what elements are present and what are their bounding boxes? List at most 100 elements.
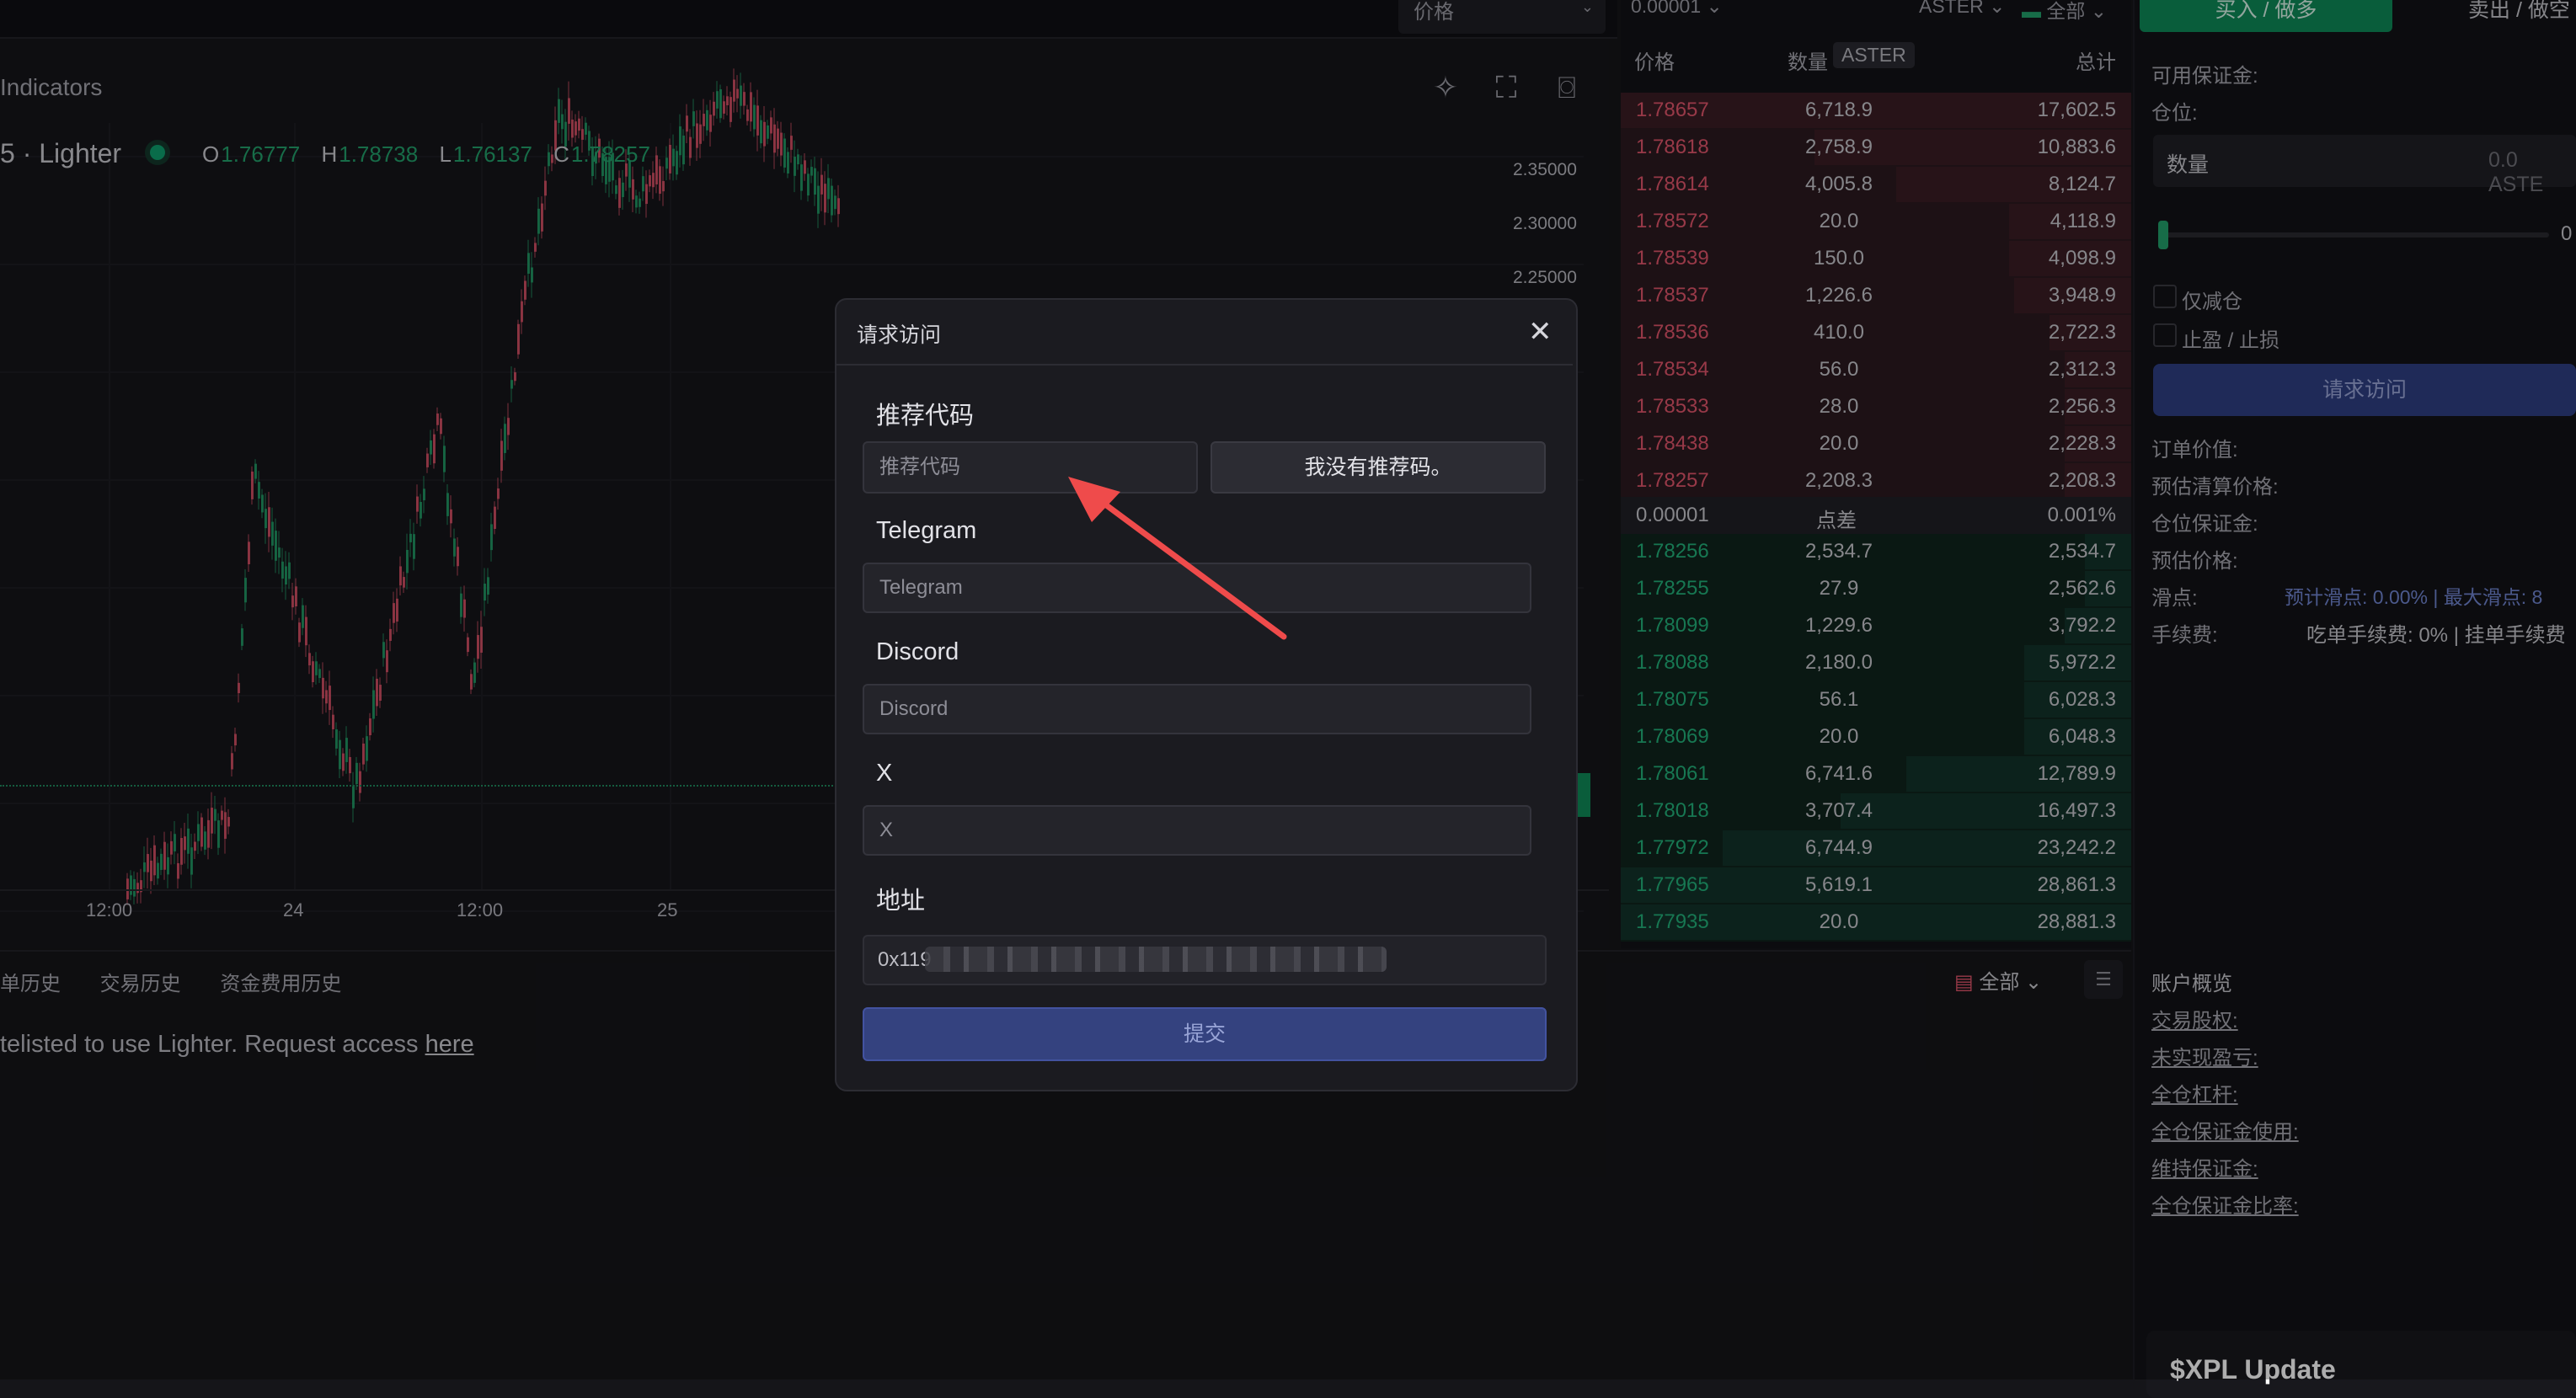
- ask-row[interactable]: 1.78533 28.0 2,256.3: [1621, 389, 2131, 426]
- bid-row[interactable]: 1.78075 56.1 6,028.3: [1621, 682, 2131, 719]
- ohlc-readout: O1.76777 H1.78738 L1.76137 C1.78257: [202, 141, 665, 168]
- referral-code-input[interactable]: [863, 441, 1198, 494]
- col-header-total: 总计: [2076, 51, 2116, 74]
- tab-funding-history[interactable]: 资金费用历史: [220, 973, 342, 995]
- bid-row[interactable]: 1.78255 27.9 2,562.6: [1621, 571, 2131, 608]
- ask-row[interactable]: 1.78536 410.0 2,722.3: [1621, 315, 2131, 352]
- depth-bar: [2065, 389, 2131, 424]
- slippage-values: 预计滑点: 0.00% | 最大滑点: 8: [2285, 586, 2543, 608]
- telegram-input[interactable]: [863, 563, 1531, 613]
- ask-row[interactable]: 1.78438 20.0 2,228.3: [1621, 426, 2131, 463]
- row-price: 1.78539: [1636, 247, 1709, 269]
- slider-handle[interactable]: [2158, 221, 2168, 249]
- account-link-leverage[interactable]: 全仓杠杆:: [2151, 1084, 2238, 1107]
- account-link-margin-usage[interactable]: 全仓保证金使用:: [2151, 1121, 2299, 1144]
- x-label: X: [876, 760, 893, 787]
- row-qty: 27.9: [1819, 577, 1859, 600]
- reduce-only-checkbox[interactable]: [2153, 285, 2177, 308]
- tab-trade-history[interactable]: 交易历史: [99, 973, 181, 995]
- indicators-button[interactable]: Indicators: [0, 74, 103, 100]
- slippage-label: 滑点:: [2151, 587, 2198, 610]
- buy-long-tab[interactable]: 买入 / 做多: [2140, 0, 2392, 32]
- camera-icon[interactable]: ⌼: [1558, 70, 1576, 104]
- symbol-select[interactable]: ASTER ⌄: [1919, 0, 2005, 18]
- bid-row[interactable]: 1.78061 6,741.6 12,789.9: [1621, 756, 2131, 793]
- tp-sl-checkbox[interactable]: [2153, 323, 2177, 347]
- no-referral-button[interactable]: 我没有推荐码。: [1211, 441, 1546, 494]
- x-tick-label: 12:00: [457, 899, 504, 920]
- account-link-unrealized-pnl[interactable]: 未实现盈亏:: [2151, 1047, 2258, 1070]
- low-value: 1.76137: [452, 141, 532, 167]
- depth-bar: [2065, 608, 2131, 643]
- spread-row: 0.00001 点差 0.001%: [1621, 497, 2131, 534]
- account-link-maint-margin[interactable]: 维持保证金:: [2151, 1158, 2258, 1181]
- x-tick-label: 24: [283, 899, 304, 920]
- request-access-button[interactable]: 请求访问: [2153, 364, 2576, 416]
- depth-bar: [1840, 793, 2131, 829]
- ask-row[interactable]: 1.78618 2,758.9 10,883.6: [1621, 130, 2131, 167]
- submit-button[interactable]: 提交: [863, 1007, 1547, 1061]
- row-qty: 2,208.3: [1804, 469, 1873, 492]
- reduce-only-label: 仅减仓: [2182, 291, 2242, 313]
- ask-row[interactable]: 1.78614 4,005.8 8,124.7: [1621, 167, 2131, 204]
- bid-row[interactable]: 1.78069 20.0 6,048.3: [1621, 719, 2131, 756]
- account-link-equity[interactable]: 交易股权:: [2151, 1010, 2238, 1032]
- ask-row[interactable]: 1.78257 2,208.3 2,208.3: [1621, 463, 2131, 500]
- ask-row[interactable]: 1.78539 150.0 4,098.9: [1621, 241, 2131, 278]
- side-filter-value: 全部: [2046, 0, 2086, 22]
- row-total: 6,048.3: [2048, 725, 2116, 748]
- depth-bar: [2050, 315, 2131, 350]
- price-select-label: 价格: [1414, 1, 1454, 24]
- leverage-slider-track[interactable]: [2162, 232, 2549, 237]
- account-link-margin-ratio[interactable]: 全仓保证金比率:: [2151, 1195, 2299, 1218]
- ask-row[interactable]: 1.78572 20.0 4,118.9: [1621, 204, 2131, 241]
- bid-row[interactable]: 1.78256 2,534.7 2,534.7: [1621, 534, 2131, 571]
- fullscreen-icon[interactable]: ⛶: [1495, 70, 1517, 104]
- low-label: L: [439, 141, 452, 167]
- close-icon[interactable]: ✕: [1528, 316, 1553, 348]
- magic-icon[interactable]: ✧: [1432, 70, 1459, 104]
- filter-icon[interactable]: ☰: [2084, 960, 2123, 999]
- row-price: 1.78099: [1636, 614, 1709, 637]
- ask-row[interactable]: 1.78537 1,226.6 3,948.9: [1621, 278, 2131, 315]
- bid-row[interactable]: 1.78088 2,180.0 5,972.2: [1621, 645, 2131, 682]
- row-price: 1.78618: [1636, 136, 1709, 158]
- tab-order-history[interactable]: 丁单历史: [0, 973, 61, 995]
- position-margin-label: 仓位保证金:: [2151, 513, 2258, 536]
- quantity-input[interactable]: [2153, 135, 2576, 187]
- row-total: 6,028.3: [2048, 688, 2116, 711]
- high-label: H: [321, 141, 338, 167]
- row-price: 1.78614: [1636, 173, 1709, 195]
- available-margin-label: 可用保证金:: [2151, 65, 2258, 88]
- y-tick-label: 2.35000: [1513, 160, 1577, 179]
- high-value: 1.78738: [339, 141, 419, 167]
- history-filter-select[interactable]: ▤ 全部 ⌄: [1954, 971, 2043, 994]
- bid-row[interactable]: 1.78018 3,707.4 16,497.3: [1621, 793, 2131, 830]
- x-tick-label: 25: [657, 899, 678, 920]
- row-total: 2,722.3: [2048, 321, 2116, 344]
- price-type-select[interactable]: 价格 ⌄: [1398, 0, 1606, 34]
- row-qty: 4,005.8: [1804, 173, 1873, 195]
- sell-short-tab[interactable]: 卖出 / 做空: [2468, 0, 2570, 22]
- depth-bar: [1621, 93, 2131, 128]
- side-filter-select[interactable]: ▬ 全部 ⌄: [2022, 0, 2108, 22]
- tick-size-select[interactable]: 0.00001 ⌄: [1631, 0, 1723, 18]
- bid-row[interactable]: 1.77935 20.0 28,881.3: [1621, 904, 2131, 942]
- bid-row[interactable]: 1.77972 6,744.9 23,242.2: [1621, 830, 2131, 867]
- row-qty: 3,707.4: [1804, 799, 1873, 822]
- request-access-link[interactable]: here: [425, 1031, 474, 1058]
- est-price-label: 预估价格:: [2151, 550, 2238, 573]
- row-total: 2,228.3: [2048, 432, 2116, 455]
- ask-row[interactable]: 1.78534 56.0 2,312.3: [1621, 352, 2131, 389]
- ask-row[interactable]: 1.78657 6,718.9 17,602.5: [1621, 93, 2131, 130]
- row-price: 1.78438: [1636, 432, 1709, 455]
- row-qty: 1,226.6: [1804, 284, 1873, 307]
- bid-row[interactable]: 1.78099 1,229.6 3,792.2: [1621, 608, 2131, 645]
- discord-input[interactable]: [863, 684, 1531, 734]
- fees-label: 手续费:: [2151, 624, 2218, 647]
- qty-unit-toggle[interactable]: ASTER: [1833, 42, 1915, 68]
- row-total: 16,497.3: [2037, 799, 2116, 822]
- row-qty: 20.0: [1819, 210, 1859, 232]
- bid-row[interactable]: 1.77965 5,619.1 28,861.3: [1621, 867, 2131, 904]
- x-input[interactable]: [863, 805, 1531, 856]
